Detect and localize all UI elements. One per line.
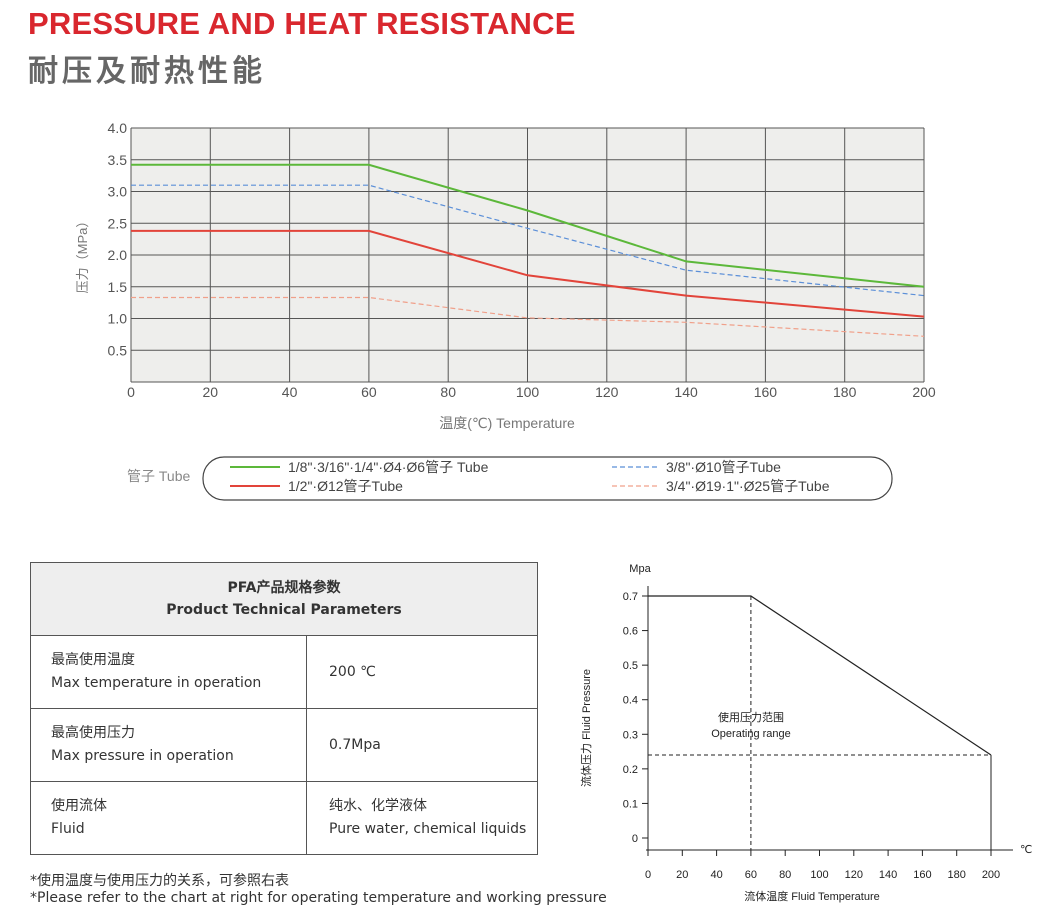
row-label: 使用流体 Fluid — [30, 781, 307, 855]
table-row: 使用流体 Fluid 纯水、化学液体 Pure water, chemical … — [30, 781, 538, 855]
legend-label: 3/4"·Ø19·1"·Ø25管子Tube — [666, 478, 830, 494]
x-tick-label: 200 — [912, 384, 936, 400]
y-tick-label: 2.0 — [108, 247, 128, 263]
row-label: 最高使用温度 Max temperature in operation — [30, 635, 307, 709]
x-tick-label: 80 — [779, 869, 791, 881]
x-tick-label: 0 — [645, 869, 651, 881]
legend-box — [202, 456, 893, 501]
y-tick-label: 4.0 — [108, 120, 128, 136]
y-tick-label: 1.0 — [108, 311, 128, 327]
table-row: 最高使用温度 Max temperature in operation 200 … — [30, 635, 538, 709]
legend-label: 1/8"·3/16"·1/4"·Ø4·Ø6管子 Tube — [288, 459, 489, 475]
row-value-en: 200 ℃ — [329, 663, 376, 680]
parameters-table: PFA产品规格参数 Product Technical Parameters 最… — [30, 562, 538, 855]
x-tick-label: 20 — [203, 384, 219, 400]
y-tick-label: 1.5 — [108, 279, 128, 295]
x-tick-label: 60 — [361, 384, 377, 400]
row-value: 纯水、化学液体 Pure water, chemical liquids — [306, 781, 538, 855]
x-tick-label: 80 — [440, 384, 456, 400]
footnote-cn: *使用温度与使用压力的关系，可参照右表 — [30, 873, 289, 889]
row-label-en: Fluid — [51, 821, 85, 837]
x-tick-label: 40 — [710, 869, 722, 881]
row-label-cn: 最高使用温度 — [51, 652, 135, 668]
legend-label: 1/2"·Ø12管子Tube — [288, 478, 403, 494]
row-value: 200 ℃ — [306, 635, 538, 709]
row-label-en: Max pressure in operation — [51, 748, 234, 764]
x-tick-label: 40 — [282, 384, 298, 400]
footnote-en: *Please refer to the chart at right for … — [30, 890, 607, 906]
x-tick-label: 180 — [833, 384, 857, 400]
legend-label: 3/8"·Ø10管子Tube — [666, 459, 781, 475]
x-tick-label: 120 — [595, 384, 619, 400]
row-value-cn: 纯水、化学液体 — [329, 798, 427, 814]
table-header-en: Product Technical Parameters — [166, 602, 402, 618]
table-header: PFA产品规格参数 Product Technical Parameters — [30, 562, 538, 636]
series-line — [131, 296, 925, 337]
row-value-en: Pure water, chemical liquids — [329, 821, 527, 837]
y-tick-label: 0.4 — [623, 695, 638, 707]
row-label-cn: 最高使用压力 — [51, 725, 135, 741]
series-line — [648, 595, 992, 756]
y-axis-label: 压力（MPa） — [75, 215, 90, 294]
row-label-cn: 使用流体 — [51, 798, 107, 814]
x-tick-label: 100 — [810, 869, 828, 881]
page-subtitle: 耐压及耐热性能 — [28, 54, 266, 89]
x-tick-label: 100 — [516, 384, 540, 400]
pressure-temperature-chart: 0 20 40 60 80 100 120 140 160 180 200 0.5 1.0 1.5 2.0 2… — [75, 120, 936, 501]
series-line — [131, 163, 925, 288]
annotation-cn: 使用压力范围 — [718, 710, 784, 724]
row-value: 0.7Mpa — [306, 708, 538, 782]
x-tick-label: 140 — [879, 869, 897, 881]
x-tick-label: 160 — [754, 384, 778, 400]
row-value-en: 0.7Mpa — [329, 736, 381, 753]
x-tick-label: 0 — [127, 384, 135, 400]
x-tick-label: 160 — [913, 869, 931, 881]
y-tick-label: 0 — [632, 833, 638, 845]
y-tick-label: 0.2 — [623, 764, 638, 776]
x-tick-label: 120 — [845, 869, 863, 881]
row-label: 最高使用压力 Max pressure in operation — [30, 708, 307, 782]
y-tick-label: 3.0 — [108, 184, 128, 200]
x-tick-label: 140 — [674, 384, 698, 400]
legend-title: 管子 Tube — [127, 468, 190, 484]
x-tick-label: 20 — [676, 869, 688, 881]
series-line — [131, 184, 925, 297]
operating-range-chart: 0 0.1 0.2 0.3 0.4 0.5 0.6 0.7 0 20 40 60 80 100 120 140… — [579, 563, 1032, 903]
x-axis-unit: ℃ — [1020, 844, 1032, 856]
y-tick-label: 3.5 — [108, 152, 128, 168]
x-axis-label: 温度(℃) Temperature — [439, 415, 575, 431]
y-axis-unit: Mpa — [629, 563, 651, 575]
x-tick-label: 60 — [745, 869, 757, 881]
x-axis-label: 流体温度 Fluid Temperature — [744, 889, 880, 903]
table-header-cn: PFA产品规格参数 — [227, 580, 341, 596]
table-row: 最高使用压力 Max pressure in operation 0.7Mpa — [30, 708, 538, 782]
annotation-en: Operating range — [711, 728, 791, 740]
y-tick-label: 0.5 — [623, 660, 638, 672]
x-tick-label: 180 — [948, 869, 966, 881]
y-tick-label: 0.7 — [623, 591, 638, 603]
y-tick-label: 0.5 — [108, 342, 128, 358]
x-tick-label: 200 — [982, 869, 1000, 881]
series-line — [131, 229, 925, 318]
y-tick-label: 0.1 — [623, 798, 638, 810]
row-label-en: Max temperature in operation — [51, 675, 262, 691]
y-tick-label: 0.3 — [623, 729, 638, 741]
y-axis-label: 流体压力 Fluid Pressure — [579, 669, 593, 787]
page-title: PRESSURE AND HEAT RESISTANCE — [28, 6, 576, 41]
y-tick-label: 2.5 — [108, 215, 128, 231]
y-tick-label: 0.6 — [623, 626, 638, 638]
